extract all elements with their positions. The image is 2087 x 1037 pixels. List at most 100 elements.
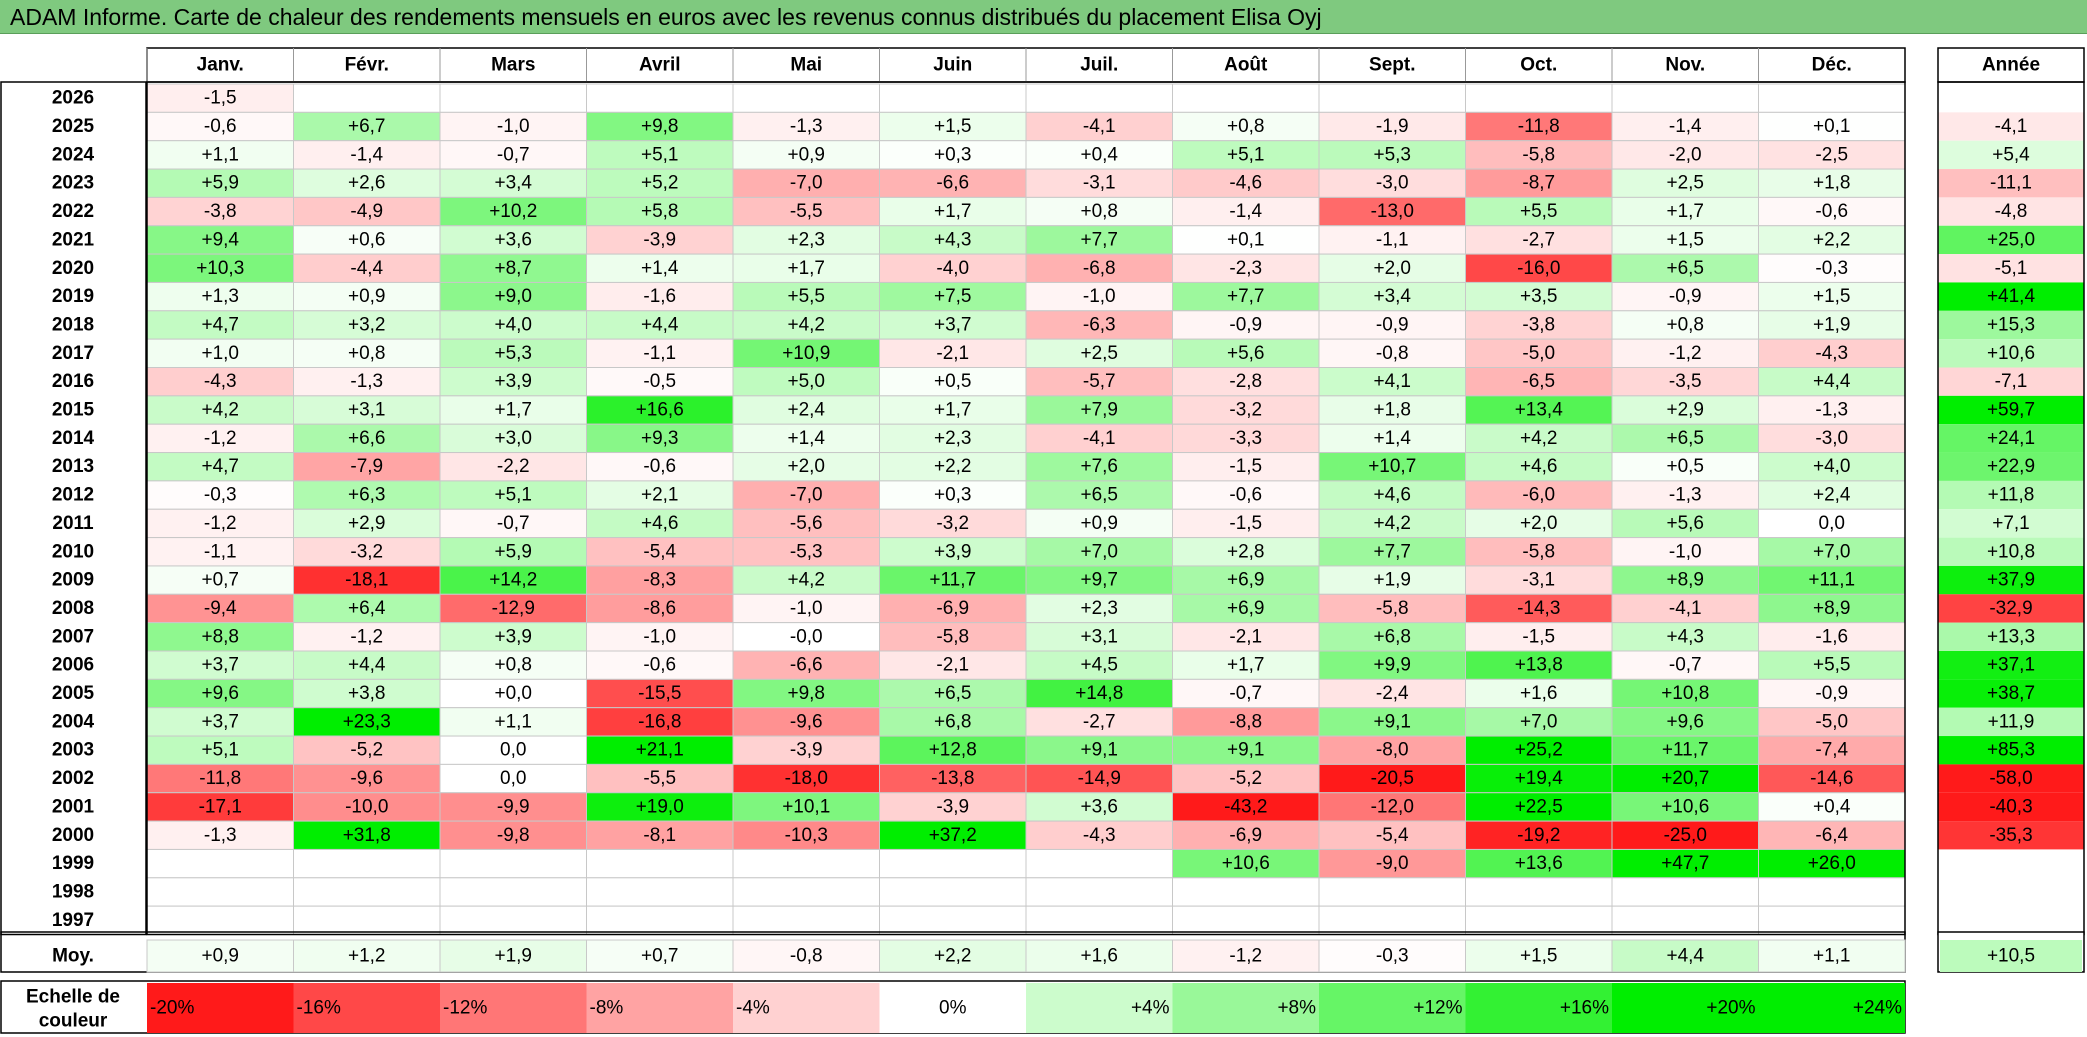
- heatmap-cell: [439, 83, 587, 113]
- cell-value: +3,9: [494, 626, 532, 647]
- heatmap-cell: [732, 480, 880, 510]
- cell-value: -3,2: [350, 541, 383, 562]
- cell-value: -13,8: [931, 768, 974, 789]
- heatmap-cell: [879, 707, 1027, 737]
- heatmap-cell: [1465, 763, 1613, 794]
- cell-value: +5,0: [787, 371, 825, 392]
- heatmap-cell: [1318, 196, 1466, 227]
- cell-value: +1,7: [1227, 655, 1265, 676]
- heatmap-cell: [293, 877, 441, 907]
- cell-value: -4,3: [1815, 343, 1848, 364]
- cell-value: +9,6: [1666, 711, 1704, 732]
- annual-cell: [1938, 736, 2084, 765]
- cell-value: +1,9: [1373, 570, 1411, 591]
- annual-cell: [1938, 424, 2084, 453]
- heatmap-cell: [1025, 140, 1173, 170]
- cell-value: -5,0: [1522, 343, 1555, 364]
- cell-value: -0,6: [643, 655, 676, 676]
- row-year-label: 2009: [52, 570, 94, 591]
- scale-step-label: -12%: [443, 998, 487, 1019]
- heatmap-cell: [439, 423, 587, 454]
- cell-value: -4,1: [1669, 598, 1702, 619]
- cell-value: +6,9: [1227, 570, 1265, 591]
- heatmap-cell: [1318, 565, 1466, 595]
- heatmap-cell: [1025, 848, 1173, 879]
- heatmap-cell: [732, 707, 880, 737]
- heatmap-cell: [146, 905, 294, 936]
- cell-value: -15,5: [638, 683, 681, 704]
- cell-value: -5,4: [1376, 825, 1409, 846]
- cell-value: +5,1: [201, 740, 239, 761]
- heatmap-cell: [146, 593, 294, 624]
- heatmap-cell: [732, 820, 880, 850]
- cell-value: +2,5: [1080, 343, 1118, 364]
- heatmap-cell: [1172, 678, 1320, 709]
- cell-value: +4,1: [1373, 371, 1411, 392]
- cell-value: -3,5: [1669, 371, 1702, 392]
- cell-value: -0,8: [1376, 343, 1409, 364]
- cell-value: -1,2: [204, 513, 237, 534]
- annual-cell: [1938, 254, 2084, 283]
- row-year-label: 2014: [52, 428, 95, 449]
- heatmap-cell: [1758, 83, 1906, 113]
- cell-value: -11,8: [1518, 116, 1560, 137]
- row-year-label: 2021: [52, 229, 95, 250]
- annual-value: +24,1: [1987, 428, 2035, 449]
- cell-value: +0,0: [494, 683, 532, 704]
- cell-value: +4,0: [494, 314, 532, 335]
- cell-value: +1,4: [641, 258, 679, 279]
- heatmap-cell: [1318, 622, 1466, 652]
- cell-value: +37,2: [929, 825, 977, 846]
- heatmap-cell: [146, 423, 294, 454]
- heatmap-cell: [1758, 905, 1906, 936]
- cell-value: +19,0: [636, 796, 684, 817]
- heatmap-cell: [1611, 537, 1759, 567]
- cell-value: -5,3: [790, 541, 823, 562]
- cell-value: -0,9: [1229, 314, 1262, 335]
- cell-value: -16,0: [1517, 258, 1560, 279]
- cell-value: +4,2: [787, 570, 825, 591]
- heatmap-cell: [1318, 310, 1466, 340]
- cell-value: +16,6: [636, 400, 684, 421]
- heatmap-cell: [732, 225, 880, 255]
- heatmap-cell: [1465, 650, 1613, 680]
- row-year-label: 2016: [52, 371, 94, 392]
- cell-value: +6,7: [348, 116, 386, 137]
- month-header: Août: [1224, 55, 1268, 76]
- row-year-label: 2024: [52, 144, 95, 165]
- cell-value: -17,1: [199, 796, 242, 817]
- cell-value: +13,4: [1515, 400, 1564, 421]
- annual-cell: [1938, 906, 2084, 935]
- cell-value: +21,1: [636, 740, 684, 761]
- row-year-label: 2025: [52, 116, 95, 137]
- annual-cell: [1938, 169, 2084, 198]
- cell-value: -6,8: [1083, 258, 1116, 279]
- heatmap-cell: [293, 792, 441, 822]
- heatmap-cell: [586, 678, 734, 709]
- annual-cell: [1938, 395, 2084, 425]
- cell-value: +9,3: [641, 428, 679, 449]
- cell-value: +9,6: [201, 683, 239, 704]
- cell-value: -0,7: [1669, 655, 1702, 676]
- heatmap-cell: [1758, 820, 1906, 850]
- heatmap-cell: [732, 508, 880, 539]
- scale-swatch: [1465, 983, 1612, 1033]
- heatmap-cell: [293, 225, 441, 255]
- heatmap-cell: [146, 792, 294, 822]
- heatmap-cell: [1758, 678, 1906, 709]
- heatmap-cell: [439, 877, 587, 907]
- annual-value: +13,3: [1987, 626, 2035, 647]
- cell-value: -0,9: [1669, 286, 1702, 307]
- cell-value: +10,1: [782, 796, 830, 817]
- heatmap-cell: [1611, 395, 1759, 425]
- heatmap-cell: [1465, 452, 1613, 482]
- cell-value: +2,4: [787, 400, 825, 421]
- heatmap-cell: [1172, 395, 1320, 425]
- heatmap-cell: [1318, 707, 1466, 737]
- cell-value: -4,3: [1083, 825, 1116, 846]
- year-label-column: [0, 81, 147, 936]
- cell-value: +2,3: [934, 428, 972, 449]
- cell-value: +6,8: [934, 711, 972, 732]
- cell-value: -0,5: [643, 371, 676, 392]
